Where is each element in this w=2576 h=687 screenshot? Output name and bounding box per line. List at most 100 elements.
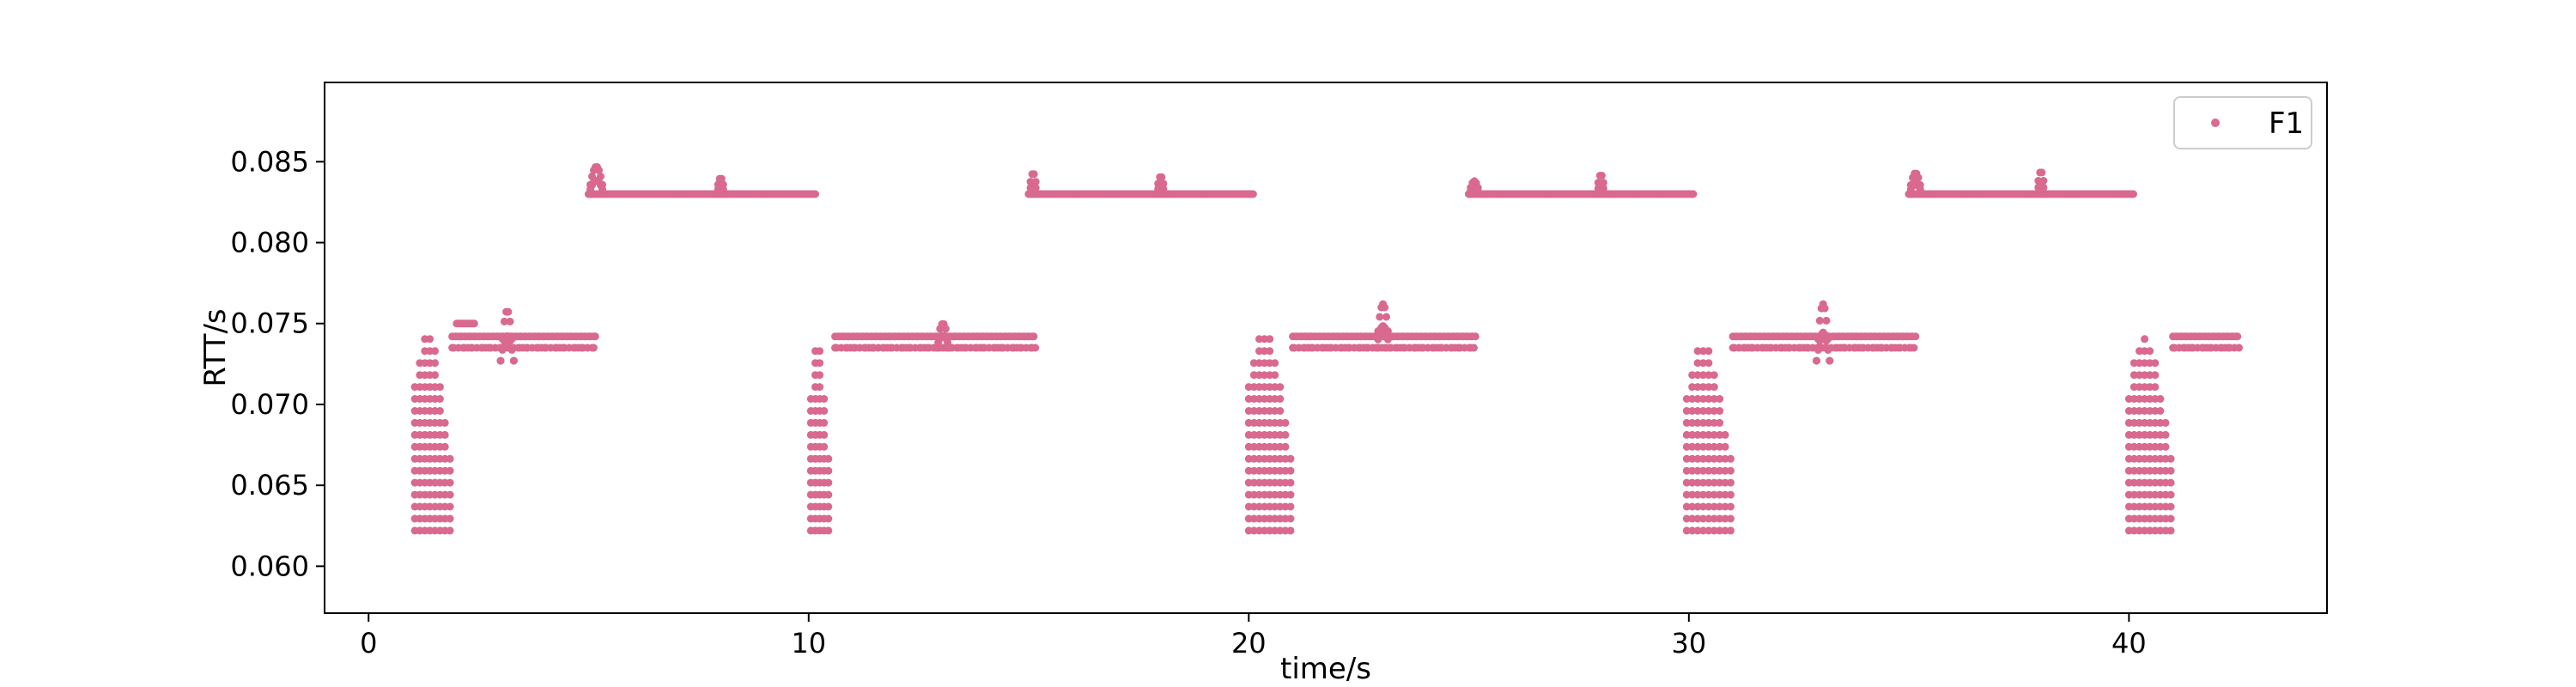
- data-point: [1374, 335, 1382, 344]
- data-point: [1721, 502, 1729, 511]
- x-axis-label: time/s: [1280, 652, 1371, 686]
- data-point: [1281, 430, 1290, 439]
- data-point: [1721, 526, 1729, 535]
- data-point: [496, 356, 505, 365]
- data-point: [1727, 454, 1735, 463]
- data-point: [1693, 359, 1702, 368]
- data-point: [1699, 371, 1707, 380]
- data-point: [1031, 184, 1040, 192]
- data-point: [1704, 466, 1713, 475]
- data-point: [440, 442, 449, 451]
- data-point: [1693, 442, 1702, 451]
- data-point: [1693, 395, 1702, 403]
- data-point: [1699, 395, 1707, 403]
- data-point: [1716, 430, 1724, 439]
- data-point: [1682, 395, 1691, 403]
- data-point: [1286, 502, 1295, 511]
- data-point: [1704, 383, 1713, 392]
- data-point: [498, 345, 507, 354]
- data-point: [2151, 383, 2160, 392]
- data-point: [1682, 466, 1691, 475]
- plot-frame: [324, 82, 2328, 614]
- data-point: [1688, 526, 1697, 535]
- data-point: [1704, 359, 1713, 368]
- data-point: [1693, 407, 1702, 415]
- data-point: [1710, 407, 1718, 415]
- data-point: [1699, 407, 1707, 415]
- data-point: [2039, 177, 2048, 185]
- data-point: [1286, 478, 1295, 487]
- data-point: [1824, 335, 1832, 344]
- data-point: [1682, 478, 1691, 487]
- data-point: [1682, 407, 1691, 415]
- data-point: [507, 335, 516, 344]
- data-point: [1699, 359, 1707, 368]
- data-point: [1031, 178, 1040, 186]
- data-point: [1249, 190, 1257, 198]
- data-point: [1710, 478, 1718, 487]
- data-point: [944, 333, 952, 342]
- data-point: [820, 430, 829, 439]
- data-point: [1699, 502, 1707, 511]
- data-point: [446, 466, 454, 475]
- data-point: [2141, 335, 2149, 344]
- data-point: [820, 395, 829, 403]
- data-point: [1033, 190, 1042, 198]
- data-point: [1699, 383, 1707, 392]
- data-point: [470, 319, 478, 328]
- data-point: [824, 454, 833, 463]
- data-point: [1704, 502, 1713, 511]
- data-point: [824, 502, 833, 511]
- data-point: [507, 345, 516, 354]
- data-point: [1704, 418, 1713, 427]
- data-point: [1699, 490, 1707, 499]
- data-point: [717, 174, 726, 183]
- data-point: [1710, 442, 1718, 451]
- data-point: [1024, 190, 1033, 198]
- data-point: [1693, 383, 1702, 392]
- data-point: [1682, 526, 1691, 535]
- data-point: [824, 490, 833, 499]
- data-point: [1716, 478, 1724, 487]
- data-point: [2235, 344, 2243, 352]
- data-point: [1693, 418, 1702, 427]
- data-point: [1475, 190, 1484, 198]
- data-point: [595, 166, 603, 174]
- data-point: [1815, 337, 1824, 345]
- data-point: [446, 514, 454, 523]
- data-point: [1693, 347, 1702, 356]
- data-point: [1599, 179, 1607, 187]
- data-point: [1688, 502, 1697, 511]
- data-point: [1815, 316, 1824, 325]
- data-point: [1471, 332, 1479, 341]
- data-point: [1716, 418, 1724, 427]
- data-point: [1699, 526, 1707, 535]
- data-point: [1704, 347, 1713, 356]
- data-point: [824, 478, 833, 487]
- data-point: [1693, 430, 1702, 439]
- data-point: [945, 344, 954, 352]
- data-point: [1376, 313, 1384, 321]
- data-point: [1721, 430, 1729, 439]
- data-point: [1372, 344, 1381, 352]
- data-point: [1688, 514, 1697, 523]
- data-point: [1693, 526, 1702, 535]
- y-axis-label: RTT/s: [198, 308, 233, 386]
- x-tick-label: 30: [1671, 627, 1706, 660]
- data-points: [410, 163, 2243, 535]
- data-point: [1601, 190, 1609, 198]
- data-point: [509, 356, 518, 365]
- data-point: [1381, 303, 1389, 312]
- data-point: [1699, 430, 1707, 439]
- data-point: [2146, 347, 2154, 356]
- data-point: [1682, 442, 1691, 451]
- data-point: [1716, 395, 1724, 403]
- data-point: [1710, 514, 1718, 523]
- data-point: [1704, 526, 1713, 535]
- data-point: [1693, 478, 1702, 487]
- data-point: [1704, 490, 1713, 499]
- data-point: [1693, 454, 1702, 463]
- data-point: [2032, 190, 2041, 198]
- data-point: [1688, 490, 1697, 499]
- data-point: [1281, 418, 1290, 427]
